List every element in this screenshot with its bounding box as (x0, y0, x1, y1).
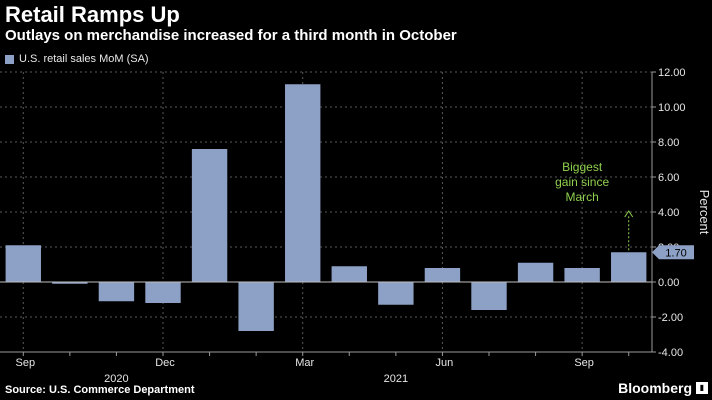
bar (378, 282, 414, 305)
legend-label: U.S. retail sales MoM (SA) (19, 53, 149, 65)
bar (331, 266, 367, 282)
chart-title: Retail Ramps Up (5, 2, 180, 27)
y-tick-label: 4.00 (658, 207, 679, 219)
last-value-label: 1.70 (665, 247, 686, 259)
y-tick-label: 8.00 (658, 137, 679, 149)
chart-icon: ▮ (696, 382, 708, 394)
bar (145, 282, 181, 303)
annotation-text: Biggest (562, 160, 603, 174)
legend-swatch (5, 54, 14, 64)
y-tick-label: -2.00 (658, 312, 683, 324)
bar (611, 252, 647, 282)
x-month-label: Mar (295, 357, 314, 369)
bar (424, 268, 461, 282)
y-tick-label: 10.00 (658, 102, 686, 114)
bar (564, 268, 600, 282)
annotation-arrowhead (624, 210, 634, 218)
bar (471, 282, 507, 310)
y-tick-label: 0.00 (658, 277, 679, 289)
x-month-label: Sep (574, 357, 594, 369)
x-month-label: Jun (436, 357, 454, 369)
bar (517, 262, 554, 282)
source-note: Source: U.S. Commerce Department (5, 384, 195, 396)
brand-label: Bloomberg (618, 380, 692, 396)
chart-subtitle: Outlays on merchandise increased for a t… (5, 27, 457, 44)
annotation-text: gain since (555, 175, 609, 189)
x-year-label: 2021 (384, 373, 408, 385)
x-month-label: Sep (15, 357, 35, 369)
bar (285, 84, 321, 282)
bar (238, 282, 274, 331)
bar (5, 245, 41, 282)
annotation-text: March (565, 190, 598, 204)
x-month-label: Dec (155, 357, 175, 369)
y-tick-label: -4.00 (658, 347, 683, 359)
x-year-label: 2020 (104, 373, 128, 385)
bloomberg-brand: Bloomberg ▮ (618, 380, 708, 396)
last-value-marker (652, 245, 694, 260)
bar (98, 282, 135, 302)
bar (191, 149, 228, 282)
y-tick-label: 6.00 (658, 172, 679, 184)
y-axis-title: Percent (697, 190, 712, 235)
bar (52, 282, 88, 284)
y-tick-label: 12.00 (658, 67, 686, 79)
legend: U.S. retail sales MoM (SA) (5, 53, 149, 65)
